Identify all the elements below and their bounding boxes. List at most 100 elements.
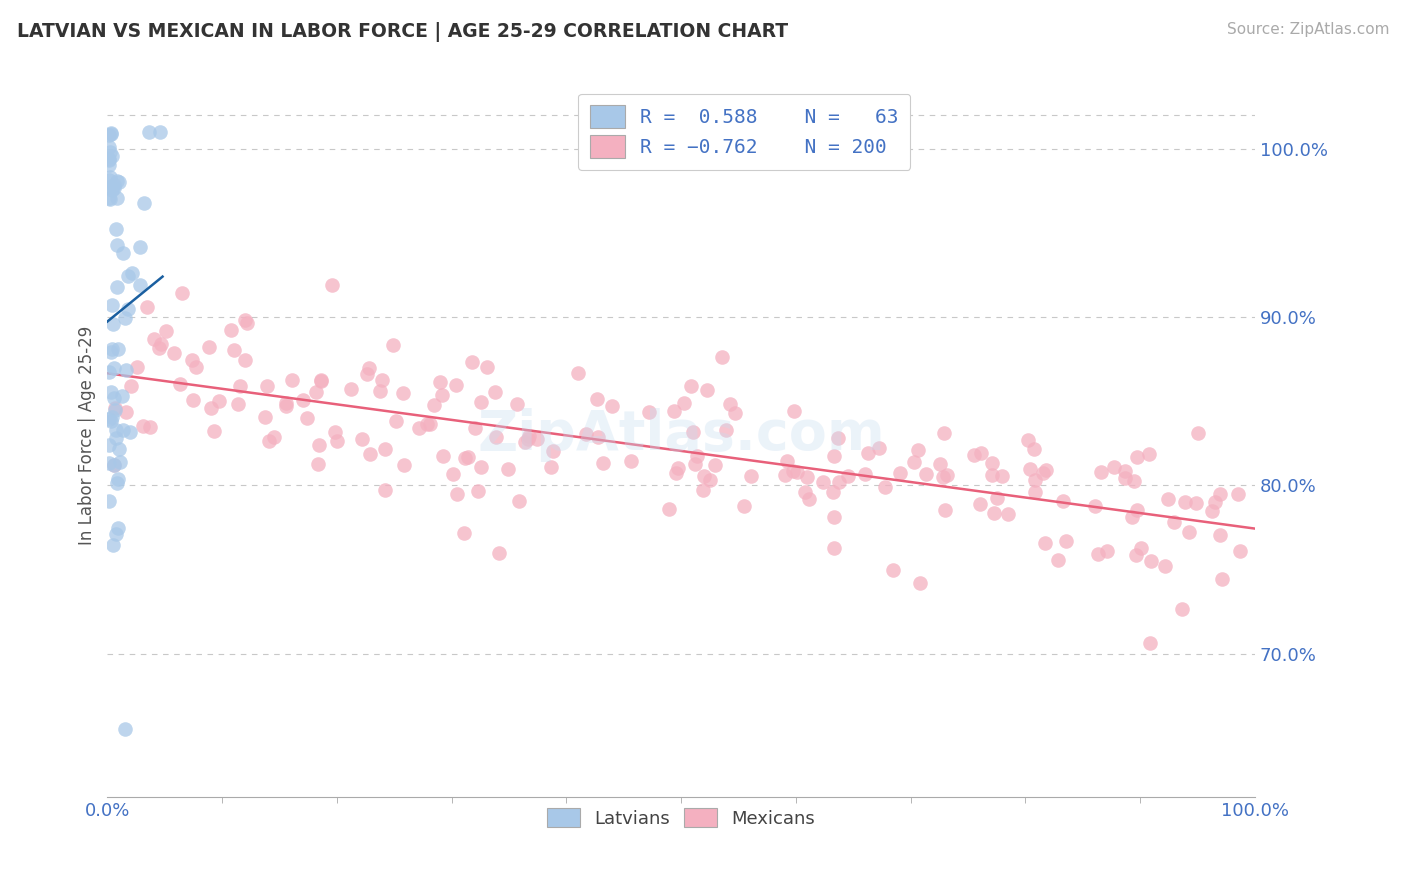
Point (496, 462, 519, 476)
Point (108, 455, 131, 469)
Point (484, 384, 506, 399)
Point (1033, 536, 1056, 550)
Point (148, 341, 170, 355)
Point (104, 222, 127, 236)
Point (693, 468, 716, 483)
Point (143, 332, 166, 346)
Point (1185, 496, 1208, 510)
Point (105, 191, 128, 205)
Point (281, 373, 304, 387)
Point (1140, 554, 1163, 568)
Point (699, 473, 721, 487)
Point (868, 441, 890, 455)
Point (233, 313, 256, 327)
Point (98, 128, 121, 142)
Point (1129, 541, 1152, 556)
Point (263, 430, 285, 444)
Point (666, 461, 689, 475)
Point (104, 403, 127, 417)
Point (1125, 548, 1147, 562)
Point (1229, 544, 1251, 558)
Point (107, 472, 129, 486)
Point (1211, 572, 1233, 586)
Point (508, 494, 530, 508)
Legend: Latvians, Mexicans: Latvians, Mexicans (540, 801, 823, 835)
Point (782, 464, 804, 478)
Point (823, 449, 845, 463)
Point (100, 384, 122, 399)
Point (1022, 442, 1045, 457)
Point (117, 301, 139, 316)
Point (423, 398, 446, 412)
Point (837, 469, 859, 483)
Point (325, 425, 347, 439)
Point (686, 449, 709, 463)
Point (453, 526, 475, 541)
Point (138, 419, 160, 434)
Point (1126, 450, 1149, 465)
Point (371, 374, 394, 388)
Point (107, 521, 129, 535)
Point (111, 246, 134, 260)
Point (276, 399, 298, 413)
Point (149, 125, 172, 139)
Point (120, 379, 142, 393)
Point (516, 433, 538, 447)
Point (799, 492, 821, 507)
Text: ZipAtlas.com: ZipAtlas.com (477, 408, 884, 462)
Point (467, 484, 489, 499)
Point (526, 432, 548, 446)
Point (711, 351, 734, 365)
Point (914, 467, 936, 482)
Point (1123, 474, 1146, 488)
Point (103, 178, 125, 193)
Point (115, 405, 138, 419)
Point (429, 375, 451, 389)
Point (1121, 509, 1143, 524)
Point (682, 425, 704, 439)
Point (103, 181, 125, 195)
Point (138, 125, 160, 139)
Point (592, 456, 614, 470)
Point (997, 508, 1019, 522)
Point (620, 454, 643, 468)
Point (408, 420, 430, 434)
Point (108, 442, 131, 456)
Point (181, 352, 204, 367)
Point (983, 506, 1005, 520)
Point (181, 393, 204, 408)
Point (118, 425, 141, 440)
Point (105, 280, 128, 294)
Point (986, 491, 1008, 506)
Point (359, 447, 381, 461)
Point (1087, 548, 1109, 562)
Point (461, 355, 484, 369)
Point (932, 470, 955, 484)
Point (104, 401, 127, 415)
Point (981, 456, 1004, 470)
Point (305, 385, 328, 400)
Point (716, 423, 738, 437)
Point (129, 277, 152, 292)
Point (374, 442, 396, 456)
Point (97, 140, 120, 154)
Point (308, 438, 330, 452)
Point (416, 417, 439, 431)
Point (1024, 484, 1046, 499)
Point (432, 449, 454, 463)
Point (97, 153, 120, 168)
Point (903, 455, 925, 469)
Point (105, 174, 128, 188)
Point (101, 409, 124, 424)
Point (662, 404, 685, 418)
Point (692, 483, 714, 497)
Point (1204, 495, 1226, 509)
Point (236, 316, 259, 330)
Point (97, 365, 120, 379)
Point (586, 430, 609, 444)
Point (733, 500, 755, 514)
Point (311, 374, 333, 388)
Point (357, 361, 380, 376)
Point (108, 175, 131, 189)
Point (488, 546, 510, 560)
